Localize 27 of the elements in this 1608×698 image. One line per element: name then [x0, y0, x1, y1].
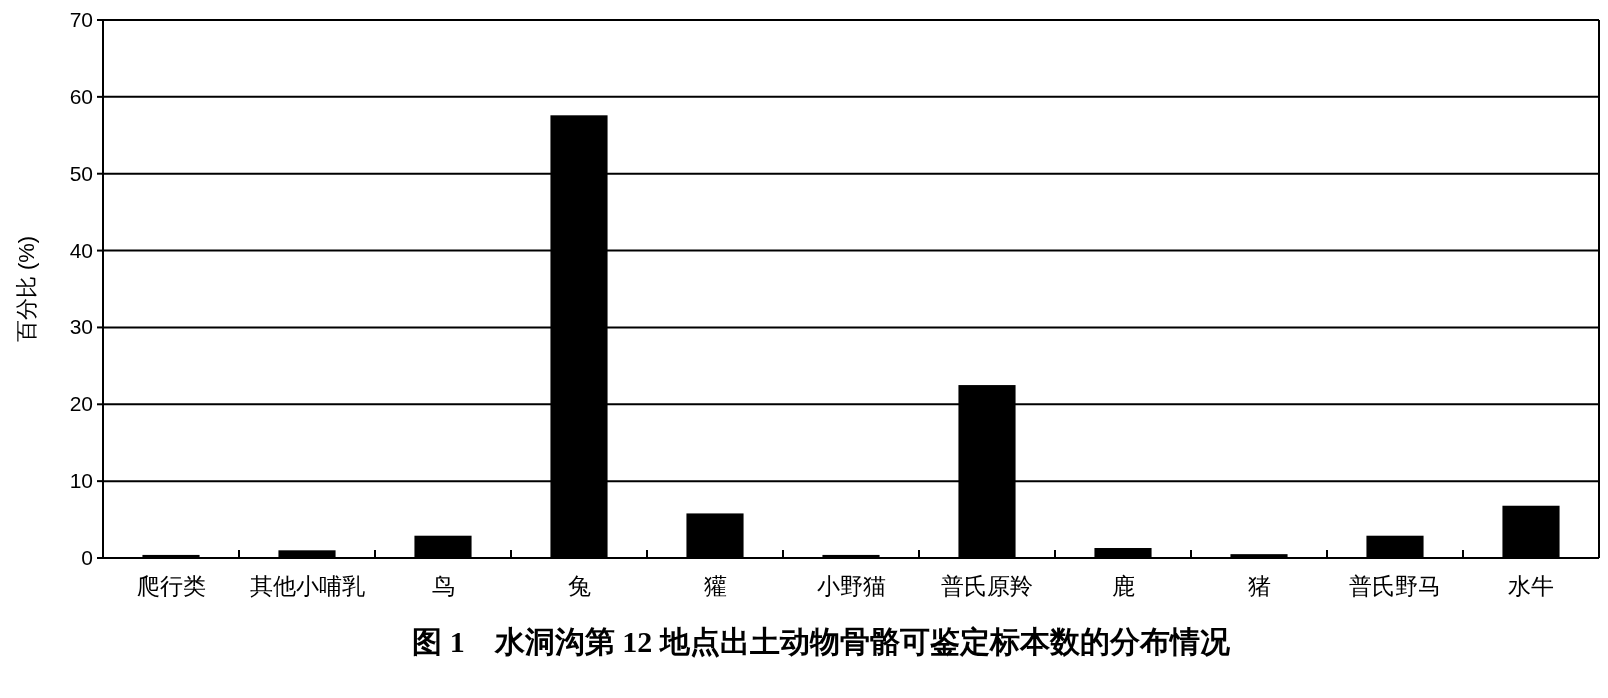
- y-tick-label: 70: [69, 8, 93, 31]
- bar: [1366, 535, 1424, 558]
- y-tick-label: 0: [81, 546, 93, 569]
- y-tick-label: 50: [69, 161, 93, 185]
- x-tick-label: 其他小哺乳: [249, 573, 365, 599]
- x-tick-label: 水牛: [1508, 573, 1554, 599]
- x-tick-label: 鹿: [1111, 573, 1135, 599]
- x-tick-label: 小野猫: [816, 573, 886, 599]
- x-tick-label: 普氏原羚: [941, 573, 1033, 599]
- bar: [1094, 548, 1152, 558]
- x-tick-label: 爬行类: [136, 573, 206, 599]
- x-tick-label: 兔: [567, 573, 591, 599]
- y-tick-label: 60: [69, 84, 93, 108]
- y-tick-label: 10: [69, 469, 93, 493]
- text: 图 1 水洞沟第 12 地点出土动物骨骼可鉴定标本数的分布情况: [412, 625, 1231, 658]
- bar: [1502, 505, 1560, 558]
- y-tick-label: 30: [69, 315, 93, 339]
- bar: [414, 535, 472, 558]
- y-tick-label: 40: [69, 238, 93, 262]
- y-tick-label: 20: [69, 392, 93, 416]
- x-tick-label: 鸟: [431, 573, 455, 599]
- x-tick-label: 猪: [1247, 573, 1271, 599]
- x-tick-label: 普氏野马: [1349, 573, 1441, 599]
- y-axis-title: 百分比 (%): [14, 235, 39, 343]
- x-tick-label: 獾: [703, 573, 727, 599]
- bar: [686, 513, 744, 558]
- bar: [278, 550, 336, 558]
